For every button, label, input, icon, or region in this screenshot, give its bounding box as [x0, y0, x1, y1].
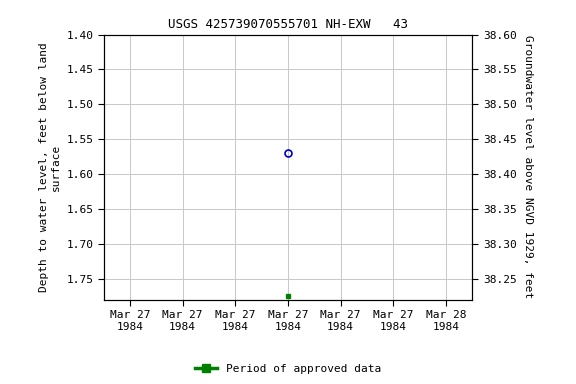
Legend: Period of approved data: Period of approved data — [191, 359, 385, 379]
Y-axis label: Groundwater level above NGVD 1929, feet: Groundwater level above NGVD 1929, feet — [523, 35, 533, 299]
Y-axis label: Depth to water level, feet below land
surface: Depth to water level, feet below land su… — [39, 42, 60, 292]
Title: USGS 425739070555701 NH-EXW   43: USGS 425739070555701 NH-EXW 43 — [168, 18, 408, 31]
